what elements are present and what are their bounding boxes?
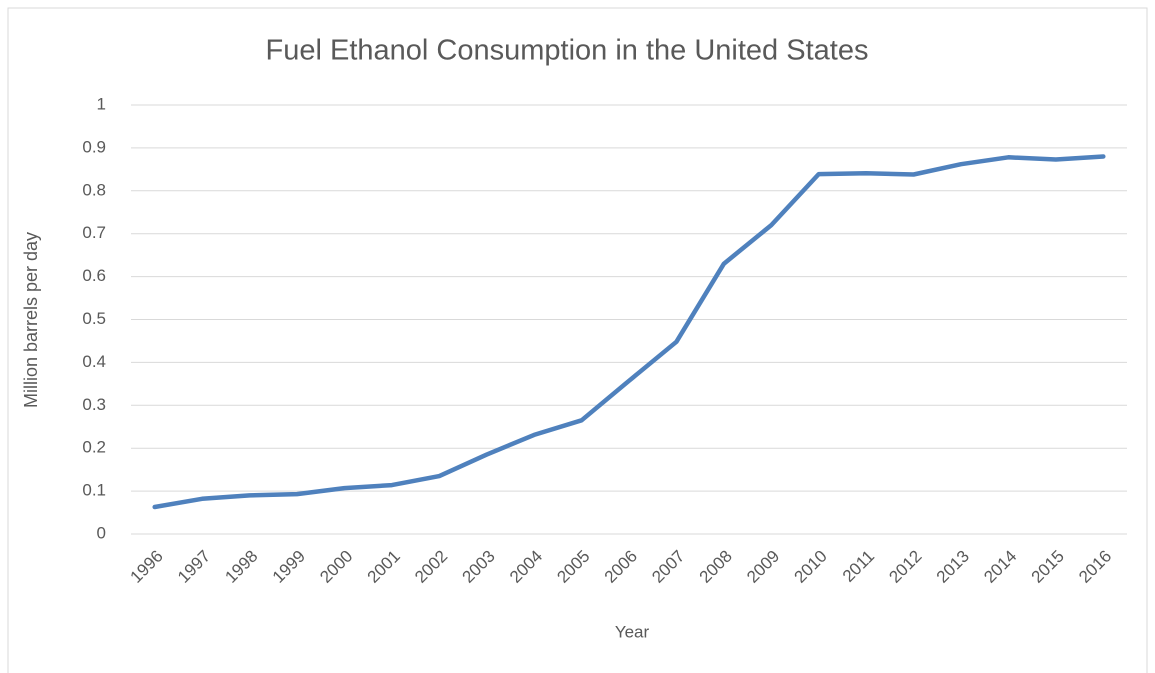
y-tick-label: 0.7 [82, 223, 106, 242]
data-line [152, 154, 1106, 510]
chart-border [7, 7, 1148, 673]
chart-title: Fuel Ethanol Consumption in the United S… [266, 35, 869, 67]
y-tick-label: 1 [97, 94, 106, 113]
y-axis-label: Million barrels per day [21, 232, 41, 408]
y-tick-label: 0.2 [82, 438, 106, 457]
y-tick-label: 0.6 [82, 266, 106, 285]
y-tick-label: 0.8 [82, 180, 106, 199]
y-tick-label: 0.1 [82, 481, 106, 500]
y-tick-label: 0.4 [82, 352, 106, 371]
y-tick-label: 0.9 [82, 137, 106, 156]
y-tick-label: 0 [97, 523, 106, 542]
y-tick-label: 0.3 [82, 395, 106, 414]
y-tick-label: 0.5 [82, 309, 106, 328]
x-axis-label: Year [615, 622, 650, 641]
